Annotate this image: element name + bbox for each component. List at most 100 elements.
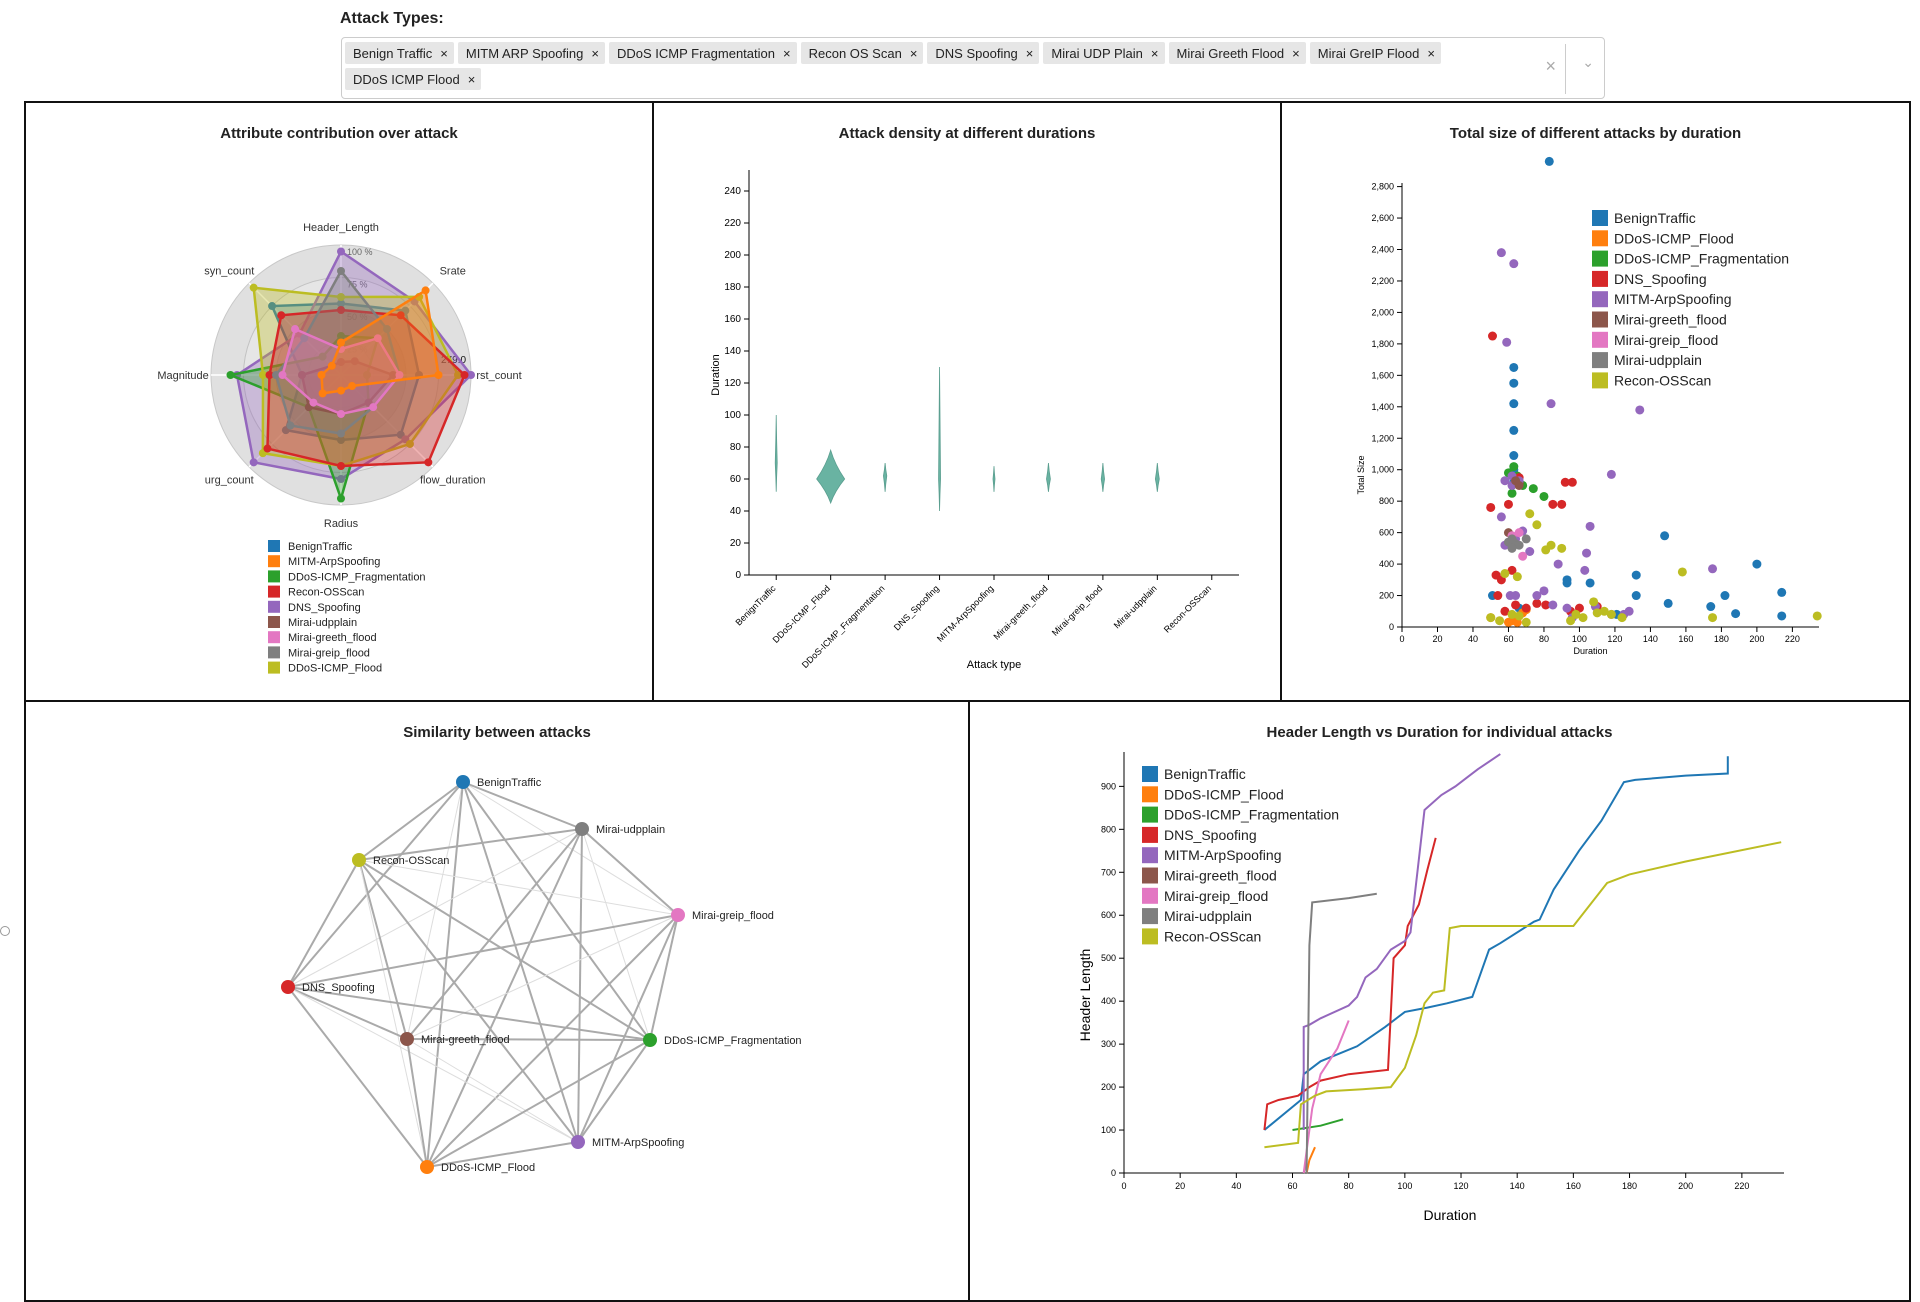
chip-remove-icon[interactable]: ×: [1292, 45, 1300, 61]
network-edge: [287, 986, 428, 1168]
x-tick-label: 60: [1503, 634, 1513, 644]
radar-point: [337, 267, 345, 275]
y-tick-label: 200: [724, 250, 741, 261]
legend-label: Recon-OSScan: [1164, 928, 1261, 944]
scatter-point: [1496, 248, 1506, 258]
violin-shape: [992, 466, 996, 492]
radar-point: [337, 358, 345, 366]
filter-chip: DNS Spoofing ×: [927, 42, 1040, 64]
filter-chip: DDoS ICMP Flood ×: [345, 68, 482, 90]
chip-remove-icon[interactable]: ×: [467, 71, 476, 87]
legend-swatch: [268, 555, 280, 568]
x-tick-label: 200: [1749, 634, 1764, 644]
chip-remove-icon[interactable]: ×: [440, 45, 448, 61]
scatter-point: [1507, 488, 1517, 498]
filter-chip: MITM ARP Spoofing ×: [457, 42, 605, 64]
radar-point: [278, 371, 287, 379]
x-tick-label: 140: [1643, 634, 1658, 644]
x-tick-label: 40: [1468, 634, 1478, 644]
x-tick-label: Mirai-greip_flood: [1050, 583, 1104, 637]
radar-axis-label: urg_count: [205, 475, 254, 487]
radar-point: [309, 398, 318, 407]
chip-remove-icon[interactable]: ×: [591, 45, 599, 61]
radar-ring-label: 25 %: [347, 345, 368, 355]
network-panel: Similarity between attacks BenignTraffic…: [24, 700, 970, 1302]
radar-point: [348, 382, 357, 391]
network-node-label: DNS_Spoofing: [302, 982, 375, 994]
radar-point: [405, 439, 414, 448]
y-tick-label: 600: [1379, 528, 1394, 538]
x-tick-label: 180: [1622, 1181, 1637, 1191]
chip-remove-icon[interactable]: ×: [1150, 45, 1159, 61]
radar-point: [337, 386, 345, 395]
filter-chip: Mirai UDP Plain ×: [1043, 42, 1165, 64]
radar-point: [424, 458, 433, 467]
chip-remove-icon[interactable]: ×: [1025, 45, 1034, 61]
scatter-point: [1507, 543, 1517, 553]
x-tick-label: 20: [1175, 1181, 1185, 1191]
scatter-point: [1560, 477, 1570, 487]
x-tick-label: 40: [1231, 1181, 1241, 1191]
chip-remove-icon[interactable]: ×: [1427, 45, 1435, 61]
legend-swatch: [1142, 928, 1158, 945]
radar-axis-label: syn_count: [204, 265, 254, 277]
scatter-point: [1557, 543, 1567, 553]
scatter-point: [1720, 591, 1730, 601]
y-tick-label: 1,600: [1371, 370, 1394, 380]
radar-point: [337, 462, 345, 470]
scatter-point: [1606, 469, 1616, 479]
legend-label: DDoS-ICMP_Flood: [1164, 786, 1284, 802]
scatter-point: [1500, 476, 1510, 486]
line-panel: Header Length vs Duration for individual…: [968, 700, 1911, 1302]
legend-label: DNS_Spoofing: [1164, 827, 1257, 843]
series-line: [1263, 756, 1729, 1131]
y-axis-title: Header Length: [1077, 949, 1093, 1042]
scatter-point: [1503, 617, 1513, 627]
network-edge: [287, 986, 651, 1041]
scatter-point: [1525, 547, 1535, 557]
attack-type-multiselect[interactable]: Benign Traffic × MITM ARP Spoofing × DDoS IC…: [341, 37, 1605, 99]
radar-point: [434, 371, 443, 379]
chip-remove-icon[interactable]: ×: [909, 45, 918, 61]
chip-remove-icon[interactable]: ×: [783, 45, 791, 61]
legend-label: Mirai-udpplain: [1164, 908, 1252, 924]
scatter-point: [1777, 587, 1787, 597]
filter-chip: DDoS ICMP Fragmentation ×: [609, 42, 797, 64]
radar-point: [263, 444, 272, 453]
similarity-network: BenignTraffic Mirai-udpplain Recon-OSScan M…: [281, 775, 802, 1174]
radar-point: [337, 338, 345, 347]
network-edge: [406, 1038, 428, 1168]
radar-point: [337, 429, 345, 438]
legend-swatch: [1142, 887, 1158, 904]
network-edge: [577, 914, 679, 1143]
legend-label: MITM-ArpSpoofing: [1614, 291, 1731, 307]
radar-point: [318, 389, 327, 398]
network-edge: [426, 781, 464, 1168]
scatter-point: [1631, 591, 1641, 601]
side-handle[interactable]: [0, 926, 10, 936]
scatter-point: [1505, 591, 1515, 601]
y-tick-label: 300: [1101, 1039, 1116, 1049]
scatter-point: [1502, 337, 1512, 347]
radar-point: [337, 475, 345, 483]
y-tick-label: 60: [730, 474, 742, 485]
selected-chips: Benign Traffic × MITM ARP Spoofing × DDoS IC…: [345, 42, 1525, 90]
legend-swatch: [1592, 250, 1608, 267]
scatter-point: [1514, 540, 1524, 550]
scatter-point: [1509, 462, 1519, 472]
radar-point: [350, 357, 359, 366]
y-tick-label: 200: [1379, 591, 1394, 601]
scatter-point: [1514, 480, 1524, 490]
filter-label: Attack Types:: [340, 10, 444, 27]
legend-swatch: [268, 631, 280, 644]
radar-axis-label: Header_Length: [303, 222, 379, 234]
clear-all-icon[interactable]: ×: [1545, 56, 1556, 76]
legend-label: Mirai-udpplain: [1614, 352, 1702, 368]
scatter-point: [1663, 598, 1673, 608]
network-node-label: DDoS-ICMP_Fragmentation: [664, 1035, 802, 1047]
dropdown-chevron-icon[interactable]: ⌄: [1582, 54, 1594, 70]
network-node: [671, 908, 685, 922]
legend-swatch: [268, 600, 280, 613]
network-node-label: Recon-OSScan: [373, 855, 449, 867]
legend-swatch: [1592, 270, 1608, 287]
